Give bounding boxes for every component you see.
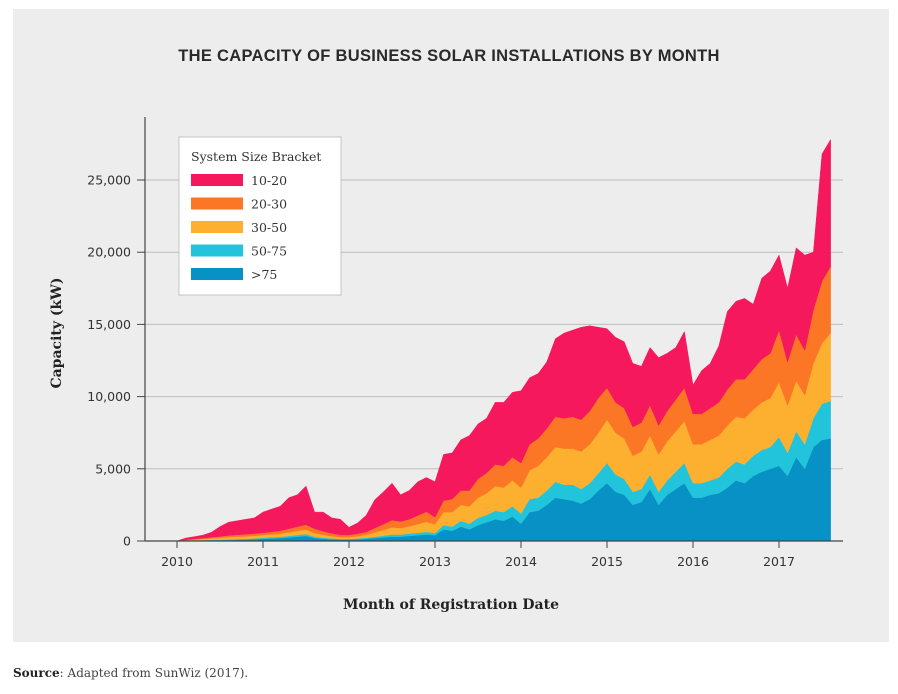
x-tick-label: 2017 xyxy=(763,554,795,569)
legend-label: >75 xyxy=(251,267,277,282)
x-tick-labels: 2010 2011 2012 2013 2014 2015 2016 2017 xyxy=(161,541,795,569)
y-tick-label: 0 xyxy=(123,534,131,549)
x-tick-label: 2012 xyxy=(333,554,365,569)
area-series-10-20 xyxy=(176,138,831,542)
legend-label: 10-20 xyxy=(251,173,287,188)
x-tick-label: 2016 xyxy=(677,554,709,569)
y-tick-label: 10,000 xyxy=(87,389,131,404)
axes xyxy=(144,117,843,542)
legend-title: System Size Bracket xyxy=(191,149,321,164)
legend-label: 20-30 xyxy=(251,197,287,212)
legend-items: 10-20 20-30 30-50 50-75 >75 xyxy=(191,173,287,282)
x-axis-title: Month of Registration Date xyxy=(343,597,559,613)
chart-title: THE CAPACITY OF BUSINESS SOLAR INSTALLAT… xyxy=(178,47,720,65)
series-areas xyxy=(176,138,831,542)
legend-label: 50-75 xyxy=(251,244,287,259)
x-tick-label: 2010 xyxy=(161,554,193,569)
y-tick-label: 5,000 xyxy=(95,461,131,476)
legend-swatch xyxy=(191,174,243,186)
y-tick-label: 15,000 xyxy=(87,317,131,332)
legend-swatch xyxy=(191,244,243,257)
legend-label: 30-50 xyxy=(251,220,287,235)
y-tick-label: 25,000 xyxy=(87,173,131,188)
legend-swatch xyxy=(191,221,243,233)
legend-swatch xyxy=(191,197,243,210)
x-tick-label: 2013 xyxy=(419,554,451,569)
y-tick-label: 20,000 xyxy=(87,245,131,260)
y-tick-labels: 0 5,000 10,000 15,000 20,000 25,000 xyxy=(87,173,145,549)
source-note: Source: Adapted from SunWiz (2017). xyxy=(13,666,249,680)
source-label: Source xyxy=(13,666,60,680)
legend-swatch xyxy=(191,268,243,280)
x-tick-label: 2014 xyxy=(505,554,537,569)
x-tick-label: 2011 xyxy=(247,554,279,569)
legend: System Size Bracket 10-20 20-30 30-50 50-75… xyxy=(178,136,342,296)
x-tick-label: 2015 xyxy=(591,554,623,569)
y-axis-title: Capacity (kW) xyxy=(49,277,65,388)
